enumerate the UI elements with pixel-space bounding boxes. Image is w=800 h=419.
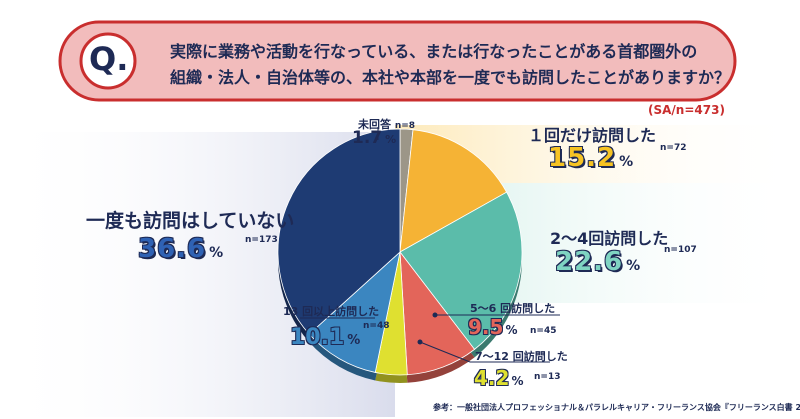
leader-lines [300, 127, 560, 363]
label-7-12: 7〜12 回訪問した [475, 350, 568, 363]
source-note: 参考：一般社団法人プロフェッショナル＆パラレルキャリア・フリーランス協会『フリー… [433, 403, 800, 412]
question-banner [58, 20, 737, 102]
n-never: n=173 [245, 235, 278, 245]
label-never: 一度も訪問はしていない [86, 210, 295, 232]
n-13-plus: n=48 [363, 321, 390, 331]
pie-slice-2 [399, 191, 523, 350]
pie-chart [277, 128, 523, 383]
pct-13-plus: 10.1% [290, 325, 361, 350]
pct-7-12: 4.2% [474, 366, 524, 390]
q-badge: Q. [89, 40, 129, 78]
label-13-plus: 13 回以上訪問した [283, 305, 380, 318]
sample-note: (SA/n=473) [648, 103, 725, 117]
n-once: n=72 [660, 143, 687, 153]
pct-never: 36.6% [138, 234, 225, 264]
pct-5-6: 9.5% [468, 315, 518, 339]
q-badge-circle [79, 32, 137, 90]
n-7-12: n=13 [534, 372, 561, 382]
n-2-4: n=107 [664, 245, 697, 255]
label-once: １回だけ訪問した [528, 126, 657, 145]
n-5-6: n=45 [530, 326, 557, 336]
label-no-answer: 未回答 n=8 [358, 118, 416, 131]
label-5-6: 5〜6 回訪問した [470, 302, 556, 315]
pct-once: 15.2% [548, 143, 635, 173]
question-line-2: 組織・法人・自治体等の、本社や本部を一度でも訪問したことがありますか？ [170, 68, 731, 87]
pie-slice-1 [399, 129, 508, 253]
label-2-4: 2〜4回訪問した [550, 229, 669, 248]
pie-slice-5 [308, 250, 401, 373]
question-line-1: 実際に業務や活動を行なっている、または行なったことがある首都圏外の [170, 42, 698, 61]
pie-slice-6 [277, 128, 401, 335]
pct-no-answer: 1.7% [352, 128, 397, 148]
pct-2-4: 22.6% [555, 247, 642, 277]
